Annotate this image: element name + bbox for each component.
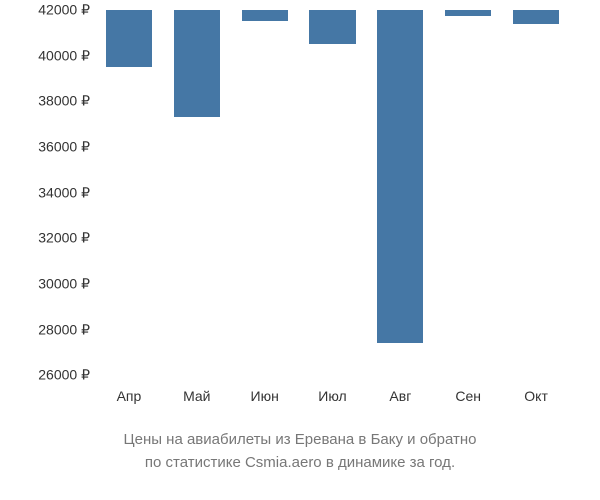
caption-line-2: по статистике Csmia.aero в динамике за г… xyxy=(145,454,455,471)
bar-wrap xyxy=(366,10,434,380)
y-tick-label: 42000 ₽ xyxy=(38,2,90,19)
y-tick-label: 28000 ₽ xyxy=(38,321,90,338)
plot-area: 26000 ₽28000 ₽30000 ₽32000 ₽34000 ₽36000… xyxy=(95,10,570,380)
bar xyxy=(242,10,288,21)
bar-wrap xyxy=(231,10,299,380)
y-axis: 26000 ₽28000 ₽30000 ₽32000 ₽34000 ₽36000… xyxy=(20,10,90,380)
bar-wrap xyxy=(502,10,570,380)
y-tick-label: 38000 ₽ xyxy=(38,93,90,110)
y-tick-label: 36000 ₽ xyxy=(38,139,90,156)
caption-line-1: Цены на авиабилеты из Еревана в Баку и о… xyxy=(124,431,477,448)
bar-wrap xyxy=(95,10,163,380)
bars-group xyxy=(95,10,570,380)
bar-wrap xyxy=(299,10,367,380)
x-tick-label: Май xyxy=(163,388,231,404)
bar-wrap xyxy=(434,10,502,380)
bar-wrap xyxy=(163,10,231,380)
bar xyxy=(309,10,355,44)
y-tick-label: 40000 ₽ xyxy=(38,47,90,64)
x-tick-label: Июл xyxy=(299,388,367,404)
x-tick-label: Сен xyxy=(434,388,502,404)
y-tick-label: 34000 ₽ xyxy=(38,184,90,201)
bar xyxy=(513,10,559,24)
chart-caption: Цены на авиабилеты из Еревана в Баку и о… xyxy=(20,429,580,474)
bar xyxy=(106,10,152,67)
x-tick-label: Окт xyxy=(502,388,570,404)
x-tick-label: Июн xyxy=(231,388,299,404)
bar xyxy=(377,10,423,343)
bar xyxy=(445,10,491,16)
x-axis: АпрМайИюнИюлАвгСенОкт xyxy=(95,388,570,404)
x-tick-label: Апр xyxy=(95,388,163,404)
y-tick-label: 26000 ₽ xyxy=(38,367,90,384)
bar xyxy=(174,10,220,117)
y-tick-label: 32000 ₽ xyxy=(38,230,90,247)
y-tick-label: 30000 ₽ xyxy=(38,276,90,293)
price-chart: 26000 ₽ 28000 ₽ 30000 ₽ 32000 ₽ 34000 ₽ 36000… xyxy=(0,0,600,500)
x-tick-label: Авг xyxy=(366,388,434,404)
